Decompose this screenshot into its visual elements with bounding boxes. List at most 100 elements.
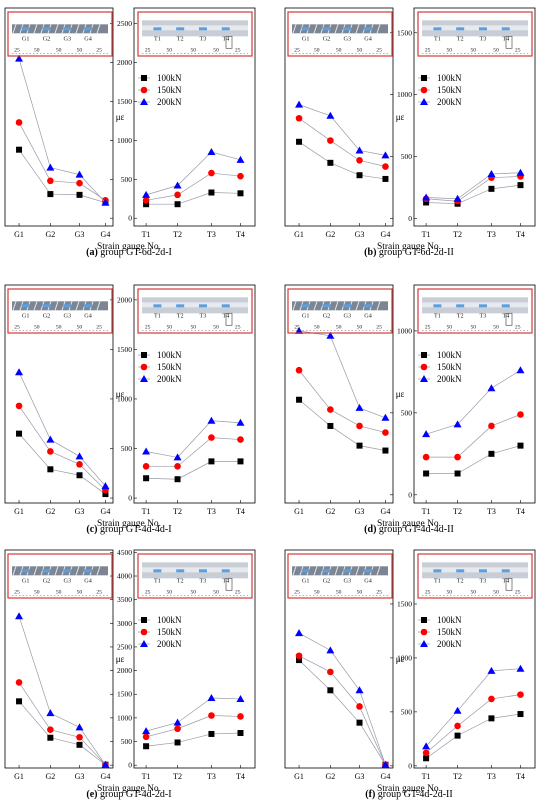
tube-bore <box>422 25 528 31</box>
panel-caption: (f) group GT-4d-2d-II <box>365 789 452 800</box>
strain-gauge-mark <box>198 27 207 31</box>
inset-gauge-label: G1 <box>22 313 30 320</box>
data-point <box>47 177 54 185</box>
caption-letter: (a) <box>86 247 98 258</box>
series-line-150kN <box>18 122 106 201</box>
strain-gauge-mark <box>198 304 207 308</box>
y-axis-label: με <box>396 112 405 122</box>
strain-gauge-mark <box>198 569 207 573</box>
data-point <box>174 725 181 733</box>
panel-caption: (a) group GT-6d-2d-I <box>86 247 172 258</box>
x-axis-label: Strain gauge No. <box>377 784 441 794</box>
x-tick-label: G3 <box>355 772 365 781</box>
inset-dimension: 50 <box>470 48 476 54</box>
data-point <box>208 169 215 177</box>
chart-panel-a: 0 500 1000 1500 2000 2500 με G1 G2 G3 G4 T1 T2 T3 T4 St… <box>4 7 256 258</box>
inset-dimension: 25 <box>425 325 431 331</box>
inset-gauge-label: G4 <box>84 578 92 585</box>
legend-marker <box>420 86 428 94</box>
inset-gauge-label: T1 <box>154 578 161 585</box>
left-plot-frame <box>284 284 394 504</box>
inset-dimension: 50 <box>190 48 196 54</box>
inset-dimension: 50 <box>56 325 62 331</box>
inset-gauge-label: T4 <box>502 36 509 43</box>
data-point <box>326 646 335 654</box>
inset-dimension: 25 <box>145 325 151 331</box>
inset-dimension: 25 <box>425 590 431 596</box>
strain-gauge-mark <box>42 27 51 31</box>
rebar-drawing <box>12 301 108 311</box>
data-point <box>295 652 303 660</box>
data-point <box>453 706 462 714</box>
series-line-150kN <box>146 715 241 738</box>
data-point <box>76 741 83 748</box>
x-axis-label: Strain gauge No. <box>97 519 161 529</box>
strain-gauge-mark <box>456 304 465 308</box>
x-tick-label: G1 <box>294 507 304 516</box>
x-tick-label: T4 <box>516 772 525 781</box>
data-point <box>208 434 215 441</box>
data-point <box>516 664 525 672</box>
series-line-150kN <box>18 682 106 765</box>
rebar-rib <box>96 566 101 576</box>
y-tick-label: 1500 <box>117 345 132 354</box>
data-point <box>143 201 150 208</box>
inset-dimension: 50 <box>493 325 499 331</box>
y-tick-label: 500 <box>401 408 413 417</box>
inset-dimension: 50 <box>493 590 499 596</box>
strain-gauge-mark <box>153 27 162 31</box>
inset-gauge-label: G1 <box>302 36 310 43</box>
data-point <box>355 686 364 694</box>
rebar-drawing <box>292 24 388 34</box>
rebar-rib <box>313 24 318 34</box>
data-point <box>422 430 431 438</box>
data-point <box>356 157 363 164</box>
inset-dimension: 50 <box>34 325 40 331</box>
inset-dimension: 50 <box>77 590 83 596</box>
x-tick-label: T1 <box>142 507 151 516</box>
data-point <box>236 155 245 163</box>
left-plot-frame <box>4 284 114 504</box>
inset-dimension: 50 <box>336 48 342 54</box>
y-tick-label: 3500 <box>117 595 132 604</box>
y-tick-label: 500 <box>121 175 133 184</box>
inset-gauge-label: T3 <box>200 36 207 43</box>
strain-gauge-mark <box>153 569 162 573</box>
x-axis-label: Strain gauge No. <box>97 784 161 794</box>
y-tick-label: 0 <box>408 761 412 770</box>
x-tick-label: G1 <box>14 507 24 516</box>
data-point <box>15 402 23 410</box>
x-tick-label: G4 <box>381 507 391 516</box>
inset-dimension: 25 <box>14 48 20 54</box>
strain-gauge-mark <box>176 27 185 31</box>
x-tick-label: T2 <box>173 230 182 239</box>
legend-marker <box>140 86 148 94</box>
y-tick-label: 4500 <box>117 548 132 557</box>
legend-marker <box>420 640 428 647</box>
data-point <box>16 146 23 153</box>
series-line-200kN <box>298 104 386 156</box>
strain-gauge-mark <box>42 569 51 573</box>
strain-gauge-mark <box>501 27 510 31</box>
strain-gauge-mark <box>221 304 230 308</box>
strain-gauge-mark <box>343 27 352 31</box>
rebar-rib <box>299 301 304 311</box>
inset-gauge-label: T1 <box>154 313 161 320</box>
data-point <box>327 137 334 144</box>
tube-bore <box>142 567 248 573</box>
x-tick-label: T3 <box>487 507 496 516</box>
data-point <box>422 742 431 750</box>
left-inset-frame <box>7 288 113 334</box>
inset-gauge-label: T3 <box>200 313 207 320</box>
data-point <box>47 726 54 733</box>
inset-gauge-label: T2 <box>457 36 464 43</box>
inset-dimension: 25 <box>235 590 241 596</box>
inset-gauge-label: G4 <box>364 313 372 320</box>
inset-dimension: 25 <box>145 590 151 596</box>
series-line-200kN <box>298 330 386 419</box>
data-point <box>517 711 524 718</box>
data-point <box>16 698 23 705</box>
inset-dimension: 25 <box>235 325 241 331</box>
strain-gauge-mark <box>501 569 510 573</box>
tube-bore <box>422 302 528 308</box>
